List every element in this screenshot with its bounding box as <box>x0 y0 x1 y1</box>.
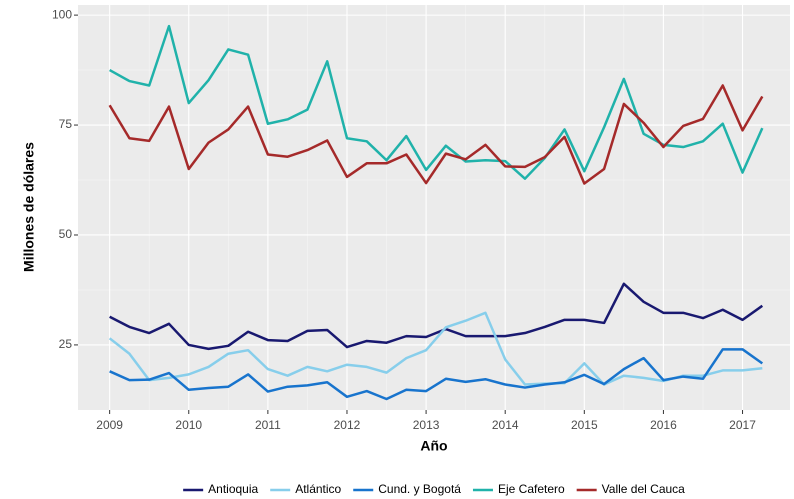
x-axis-title: Año <box>420 438 447 454</box>
y-tick-label: 25 <box>59 337 73 351</box>
legend-label: Valle del Cauca <box>602 482 685 496</box>
y-tick-label: 50 <box>59 227 73 241</box>
legend-label: Cund. y Bogotá <box>378 482 461 496</box>
x-tick-label: 2016 <box>650 418 677 432</box>
legend-label: Atlántico <box>295 482 341 496</box>
y-axis-title: Millones de dólares <box>21 142 37 272</box>
legend-label: Eje Cafetero <box>498 482 565 496</box>
x-tick-label: 2017 <box>729 418 756 432</box>
series-line <box>108 84 764 185</box>
x-tick-label: 2015 <box>571 418 598 432</box>
x-tick-label: 2013 <box>413 418 440 432</box>
y-tick-label: 100 <box>52 7 72 21</box>
x-tick-label: 2011 <box>255 418 281 432</box>
plot-background <box>78 5 790 410</box>
legend-item: Cund. y Bogotá <box>353 482 461 496</box>
x-tick-label: 2012 <box>334 418 361 432</box>
legend-item: Antioquia <box>183 482 259 496</box>
x-tick-label: 2009 <box>96 418 123 432</box>
legend-item: Eje Cafetero <box>472 482 565 496</box>
series-line <box>108 311 763 386</box>
legend-item: Atlántico <box>270 482 342 496</box>
x-tick-label: 2014 <box>492 418 519 432</box>
series-line <box>109 24 764 180</box>
legend-label: Antioquia <box>208 482 258 496</box>
legend: Antioquia Atlántico Cund. y Bogotá Eje Cafe… <box>183 482 685 496</box>
y-tick-label: 75 <box>59 117 73 131</box>
series-line <box>109 282 764 351</box>
series-line <box>109 348 764 401</box>
x-tick-label: 2010 <box>175 418 202 432</box>
legend-item: Valle del Cauca <box>576 482 685 496</box>
